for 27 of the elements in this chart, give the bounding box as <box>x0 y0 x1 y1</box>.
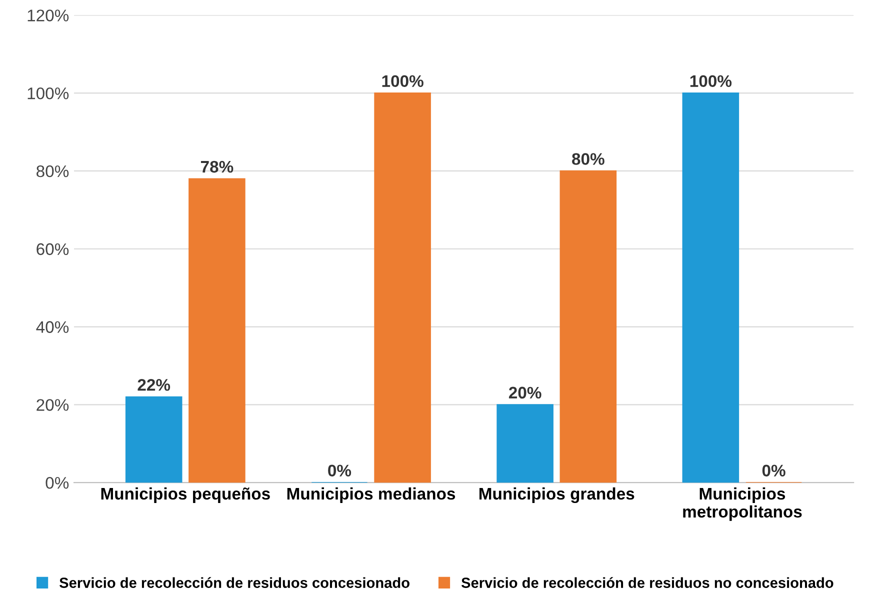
data-label: 100% <box>690 75 732 87</box>
bar <box>125 396 182 483</box>
bar <box>560 170 617 483</box>
y-tick-label: 20% <box>36 399 69 411</box>
x-tick-label: Municipios pequeños <box>101 487 270 503</box>
data-label: 0% <box>328 464 352 476</box>
data-label: 22% <box>138 379 170 391</box>
x-tick-label: Municipios grandes <box>479 487 634 504</box>
y-tick-label: 40% <box>36 321 69 333</box>
y-tick-label: 80% <box>36 165 69 178</box>
legend-label: Servicio de recolección de residuos concesionado <box>60 577 410 588</box>
bar <box>188 178 246 483</box>
bar <box>374 92 431 483</box>
data-label: 100% <box>382 75 424 87</box>
data-label: 20% <box>508 386 542 399</box>
data-label: 0% <box>762 464 786 476</box>
y-tick-label: 0% <box>46 476 69 489</box>
y-tick-label: 60% <box>36 243 69 256</box>
legend-label: Servicio de recolección de residuos no concesionado <box>461 577 834 588</box>
x-tick-label: Municipios metropolitanos <box>683 487 802 521</box>
y-tick-label: 100% <box>28 87 69 100</box>
data-label: 80% <box>572 153 604 165</box>
bar <box>496 404 554 483</box>
x-tick-label: Municipios medianos <box>287 487 456 503</box>
y-tick-label: 120% <box>28 10 69 22</box>
data-label: 78% <box>200 160 234 173</box>
bar <box>682 92 740 483</box>
